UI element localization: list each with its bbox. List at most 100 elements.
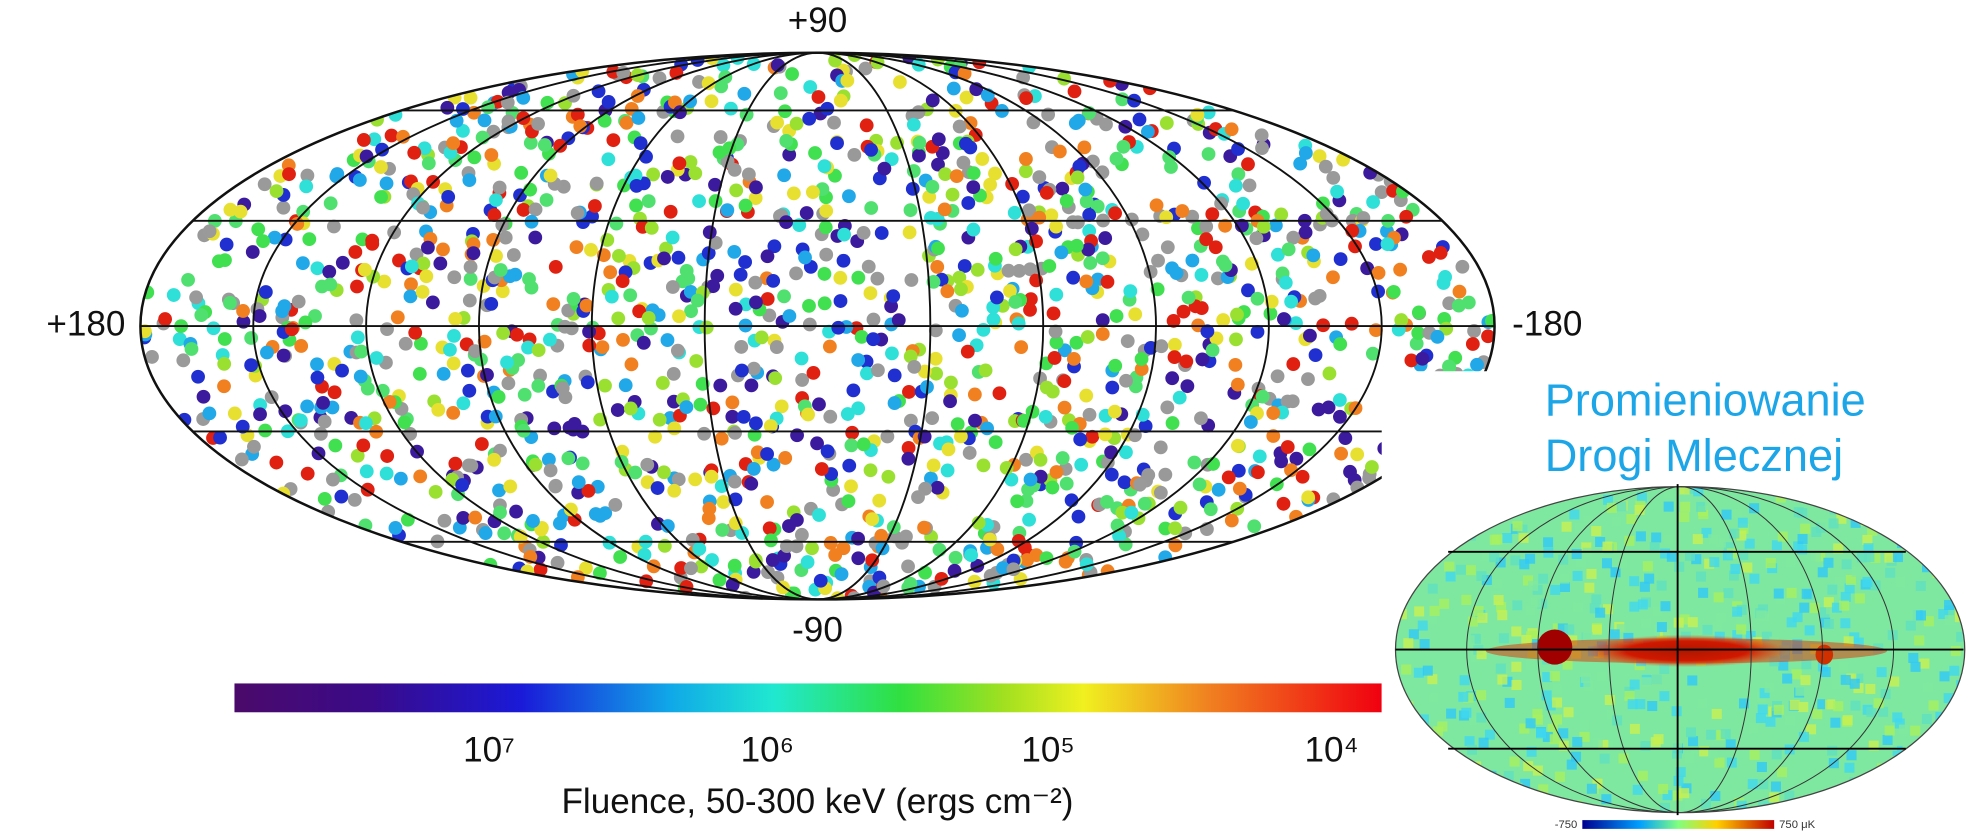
cmb-noise <box>1413 667 1424 678</box>
burst-dot <box>497 526 512 541</box>
burst-dot <box>928 351 943 366</box>
burst-dot <box>447 270 462 285</box>
cmb-noise <box>1604 694 1615 706</box>
burst-dot <box>710 268 725 283</box>
cmb-noise <box>1538 784 1549 795</box>
burst-dot <box>1199 232 1214 247</box>
cmb-noise <box>1801 588 1812 599</box>
burst-dot <box>1197 175 1211 190</box>
cmb-noise <box>1461 707 1472 718</box>
cmb-noise <box>1427 583 1438 594</box>
burst-dot <box>543 463 558 478</box>
cmb-noise <box>1662 628 1673 639</box>
burst-dot <box>820 101 835 116</box>
burst-dot <box>823 409 838 424</box>
cmb-noise <box>1616 624 1627 635</box>
cmb-noise <box>1910 725 1921 736</box>
burst-dot <box>938 167 953 182</box>
burst-dot <box>1070 170 1085 185</box>
cmb-noise <box>1809 602 1820 614</box>
burst-dot <box>851 270 866 285</box>
burst-dot <box>925 179 940 194</box>
cmb-noise <box>1538 573 1549 584</box>
burst-dot <box>1166 314 1181 328</box>
burst-dot <box>1266 429 1281 443</box>
burst-dot <box>803 80 818 94</box>
burst-dot <box>819 247 834 262</box>
cmb-noise <box>1791 669 1802 680</box>
burst-dot <box>1308 291 1323 306</box>
cmb-noise <box>1699 746 1710 757</box>
burst-dot <box>584 242 598 257</box>
cmb-noise <box>1841 559 1852 570</box>
burst-dot <box>1104 445 1118 460</box>
burst-dot <box>884 152 899 167</box>
burst-dot <box>727 244 742 259</box>
burst-dot <box>802 317 817 332</box>
cmb-noise <box>1943 693 1954 704</box>
burst-dot <box>833 93 848 108</box>
cmb-noise <box>1503 771 1514 782</box>
burst-dot <box>1187 455 1202 470</box>
burst-dot <box>1098 427 1113 442</box>
burst-dot <box>955 303 969 318</box>
cmb-noise <box>1845 574 1856 586</box>
cmb-noise <box>1517 524 1528 535</box>
cmb-noise <box>1470 633 1481 644</box>
burst-dot <box>1018 164 1033 179</box>
burst-dot <box>1318 159 1333 174</box>
burst-dot <box>644 220 659 235</box>
burst-dot <box>1132 112 1147 127</box>
cmb-noise <box>1775 594 1786 605</box>
burst-dot <box>489 249 503 263</box>
burst-dot <box>514 165 529 180</box>
burst-dot <box>436 366 451 381</box>
burst-dot <box>738 198 753 213</box>
burst-dot <box>598 378 612 393</box>
galactic-spot <box>1537 629 1573 665</box>
burst-dot <box>436 242 450 257</box>
burst-dot <box>925 411 940 426</box>
burst-dot <box>760 447 774 461</box>
burst-dot <box>534 522 549 537</box>
burst-dot <box>1071 215 1085 230</box>
burst-dot <box>425 295 440 310</box>
cmb-noise <box>1701 527 1712 538</box>
cmb-noise <box>1497 610 1508 621</box>
cmb-noise <box>1659 691 1670 702</box>
burst-dot <box>1074 457 1089 472</box>
cmb-noise <box>1418 714 1429 725</box>
burst-dot <box>956 155 971 170</box>
burst-dot <box>736 409 751 424</box>
burst-dot <box>517 387 532 402</box>
burst-dot <box>906 117 921 132</box>
burst-dot <box>1285 394 1300 409</box>
cmb-noise <box>1944 599 1955 611</box>
burst-dot <box>601 95 616 109</box>
burst-dot <box>1039 185 1054 200</box>
cmb-noise <box>1923 616 1934 627</box>
burst-dot <box>460 363 475 378</box>
burst-dot <box>369 351 384 365</box>
burst-dot <box>1194 268 1209 282</box>
cmb-noise <box>1554 771 1566 782</box>
burst-dot <box>404 259 419 274</box>
burst-dot <box>1303 328 1317 343</box>
cmb-noise <box>1725 739 1736 750</box>
burst-dot <box>462 173 477 188</box>
burst-dot <box>823 536 838 550</box>
burst-dot <box>976 458 991 473</box>
cmb-noise <box>1878 706 1889 717</box>
cmb-noise <box>1445 571 1456 582</box>
burst-dot <box>944 375 958 390</box>
burst-dot <box>500 355 514 370</box>
burst-dot <box>930 259 945 274</box>
burst-dot <box>814 462 829 476</box>
burst-dot <box>1165 371 1180 386</box>
burst-dot <box>360 381 375 396</box>
burst-dot <box>1369 237 1383 251</box>
cmb-noise <box>1720 729 1731 740</box>
burst-dot <box>773 86 788 101</box>
burst-dot <box>957 66 972 81</box>
cmb-noise <box>1853 637 1864 648</box>
